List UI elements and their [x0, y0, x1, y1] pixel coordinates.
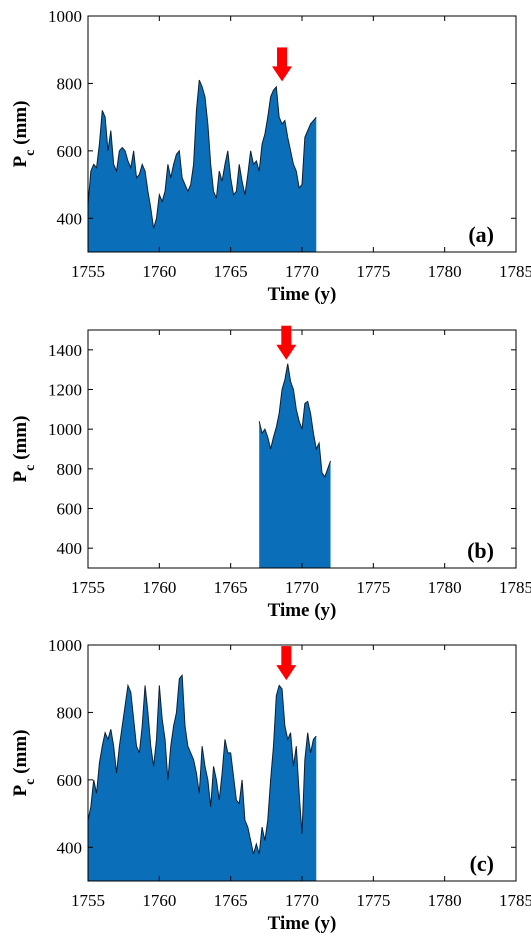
x-tick-label: 1780: [428, 578, 462, 597]
x-tick-label: 1770: [285, 891, 319, 910]
y-tick-label: 1000: [48, 636, 82, 655]
x-tick-label: 1755: [71, 578, 105, 597]
series-line: [258, 363, 332, 478]
x-tick-label: 1770: [285, 262, 319, 281]
y-tick-label: 1400: [48, 341, 82, 360]
series-line: [88, 79, 317, 229]
y-tick-label: 600: [57, 500, 83, 519]
x-tick-label: 1765: [214, 262, 248, 281]
chart-panel-1: 1755 1760 1765 1770 1775 1780 1785 400 600 800 100…: [10, 7, 531, 305]
y-tick-label: 400: [57, 838, 83, 857]
chart-panel-3: 1755 1760 1765 1770 1775 1780 1785 400 600 800 100…: [10, 636, 531, 934]
x-tick-label: 1760: [142, 262, 176, 281]
x-tick-label: 1775: [356, 262, 390, 281]
x-axis-label: Time (y): [268, 913, 337, 934]
x-tick-label: 1765: [214, 891, 248, 910]
x-tick-label: 1775: [356, 891, 390, 910]
x-tick-label: 1760: [142, 891, 176, 910]
arrow-shaft: [277, 47, 288, 68]
arrow-head: [276, 344, 297, 360]
x-tick-label: 1755: [71, 262, 105, 281]
x-tick-label: 1770: [285, 578, 319, 597]
peak-arrow: [276, 646, 297, 681]
peak-arrow: [276, 325, 297, 360]
y-tick-label: 800: [57, 74, 83, 93]
series-area: [88, 675, 317, 881]
y-axis-label: Pc (mm): [10, 101, 38, 168]
x-tick-label: 1785: [499, 891, 531, 910]
y-axis-label: Pc (mm): [10, 416, 38, 483]
x-tick-label: 1775: [356, 578, 390, 597]
y-tick-label: 1200: [48, 381, 82, 400]
y-tick-label: 1000: [48, 420, 82, 439]
x-axis-label: Time (y): [268, 600, 337, 621]
series-area: [259, 363, 331, 568]
panel-label: (b): [467, 538, 494, 563]
arrow-shaft: [281, 646, 292, 667]
series-line: [88, 674, 317, 855]
y-tick-label: 800: [57, 460, 83, 479]
y-tick-label: 800: [57, 703, 83, 722]
x-tick-label: 1760: [142, 578, 176, 597]
x-tick-label: 1785: [499, 578, 531, 597]
arrow-shaft: [281, 325, 292, 346]
chart-panel-2: 1755 1760 1765 1770 1775 1780 1785 400 600 800 100…: [10, 325, 531, 621]
x-tick-label: 1780: [428, 262, 462, 281]
x-tick-label: 1785: [499, 262, 531, 281]
y-tick-label: 1000: [48, 7, 82, 26]
x-axis-label: Time (y): [268, 284, 337, 305]
y-tick-label: 400: [57, 209, 83, 228]
arrow-head: [276, 665, 297, 681]
y-tick-label: 400: [57, 539, 83, 558]
series-area: [88, 80, 317, 252]
y-tick-label: 600: [57, 771, 83, 790]
x-tick-label: 1755: [71, 891, 105, 910]
panel-label: (a): [468, 222, 494, 247]
peak-arrow: [272, 47, 293, 82]
x-tick-label: 1765: [214, 578, 248, 597]
y-tick-label: 600: [57, 142, 83, 161]
y-axis-label: Pc (mm): [10, 730, 38, 797]
panel-label: (c): [470, 851, 494, 876]
x-tick-label: 1780: [428, 891, 462, 910]
arrow-head: [272, 66, 293, 82]
